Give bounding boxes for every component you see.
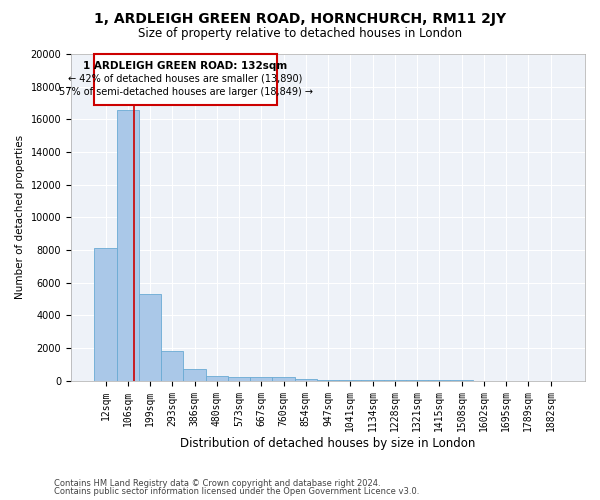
Bar	[295, 379, 317, 380]
Y-axis label: Number of detached properties: Number of detached properties	[15, 135, 25, 300]
Bar	[94, 54, 277, 104]
Bar	[139, 294, 161, 380]
Text: Contains public sector information licensed under the Open Government Licence v3: Contains public sector information licen…	[54, 488, 419, 496]
Bar	[272, 378, 295, 380]
Bar	[206, 376, 228, 380]
Text: Contains HM Land Registry data © Crown copyright and database right 2024.: Contains HM Land Registry data © Crown c…	[54, 478, 380, 488]
Text: 57% of semi-detached houses are larger (18,849) →: 57% of semi-detached houses are larger (…	[59, 86, 313, 97]
Bar	[161, 351, 184, 380]
Text: Size of property relative to detached houses in London: Size of property relative to detached ho…	[138, 28, 462, 40]
Bar	[250, 378, 272, 380]
Bar	[228, 376, 250, 380]
Text: 1, ARDLEIGH GREEN ROAD, HORNCHURCH, RM11 2JY: 1, ARDLEIGH GREEN ROAD, HORNCHURCH, RM11…	[94, 12, 506, 26]
Text: 1 ARDLEIGH GREEN ROAD: 132sqm: 1 ARDLEIGH GREEN ROAD: 132sqm	[83, 62, 288, 72]
Text: ← 42% of detached houses are smaller (13,890): ← 42% of detached houses are smaller (13…	[68, 74, 303, 84]
X-axis label: Distribution of detached houses by size in London: Distribution of detached houses by size …	[181, 437, 476, 450]
Bar	[116, 110, 139, 380]
Bar	[94, 248, 116, 380]
Bar	[184, 369, 206, 380]
